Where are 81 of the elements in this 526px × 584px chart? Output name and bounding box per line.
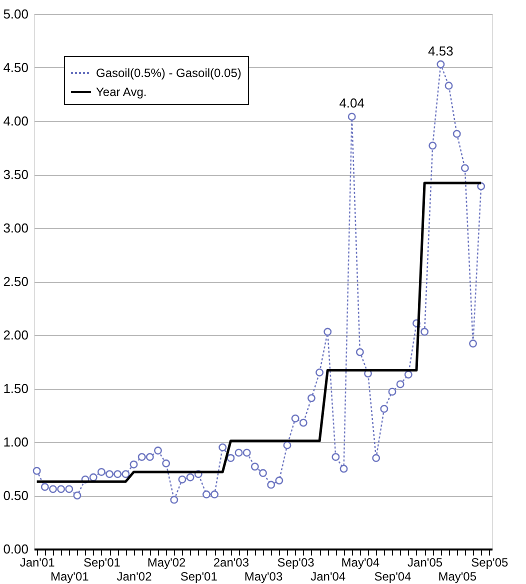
point [444, 82, 453, 90]
y-tick-label: 4.50 [3, 60, 28, 75]
data-label: 4.53 [428, 43, 454, 58]
y-tick-label: 1.50 [3, 381, 28, 396]
point [130, 460, 138, 468]
point [89, 473, 98, 482]
point [332, 452, 340, 461]
point [210, 490, 219, 498]
point [242, 448, 251, 457]
data-label: 4.04 [339, 96, 365, 111]
point [170, 496, 178, 504]
point [469, 340, 478, 348]
x-tick-label: May'01 [50, 570, 90, 584]
point [428, 142, 437, 150]
x-tick-label: Jan'01 [20, 556, 56, 570]
legend-label: Year Avg. [96, 85, 147, 99]
point [388, 388, 396, 396]
x-tick-label: Jan'02 [116, 570, 152, 584]
y-tick-label: 1.00 [3, 434, 28, 450]
legend-label: Gasoil(0.5%) - Gasoil(0.05) [96, 66, 242, 80]
point [65, 485, 74, 494]
point [226, 454, 235, 462]
point [202, 490, 210, 498]
point [258, 469, 268, 478]
point [324, 328, 332, 336]
y-tick-label: 0.00 [3, 542, 28, 556]
point [250, 462, 259, 471]
y-tick-label: 3.50 [3, 167, 28, 182]
y-tick-label: 3.00 [3, 220, 28, 236]
point [316, 368, 324, 376]
x-tick-label: May'03 [244, 570, 283, 584]
point [57, 485, 66, 494]
point [340, 464, 348, 473]
point [420, 328, 429, 336]
point [372, 454, 380, 462]
point [97, 468, 106, 476]
point [234, 448, 243, 457]
point [32, 466, 41, 475]
point [460, 164, 469, 172]
point [299, 418, 308, 427]
x-tick-label: May'04 [341, 556, 380, 570]
x-tick-label: Sep'03 [277, 556, 315, 570]
y-tick-label: 0.50 [3, 488, 28, 503]
point [186, 473, 194, 482]
point [380, 404, 388, 413]
point [48, 485, 57, 494]
point [356, 348, 364, 356]
x-tick-label: Sep'05 [471, 556, 508, 570]
point [404, 370, 412, 379]
point [146, 452, 154, 461]
point [162, 459, 170, 468]
point [452, 130, 461, 138]
point [291, 414, 300, 422]
x-tick-label: 2an'03 [213, 556, 250, 570]
x-tick-label: Sep'04 [374, 570, 412, 584]
point [106, 470, 114, 478]
y-tick-label: 2.00 [3, 328, 28, 342]
y-tick-label: 5.00 [3, 6, 28, 22]
point [348, 112, 356, 121]
point [122, 470, 130, 478]
x-tick-label: Jan'05 [408, 556, 443, 570]
point [138, 452, 146, 461]
point [40, 482, 49, 491]
x-tick-label: May'02 [147, 556, 186, 570]
point [396, 380, 404, 388]
point [178, 475, 186, 484]
point [218, 443, 227, 452]
point [267, 480, 276, 489]
x-tick-label: Sep'01 [83, 556, 121, 570]
point [275, 476, 284, 485]
point [307, 394, 316, 402]
x-tick-label: May'05 [438, 570, 477, 584]
point [283, 441, 292, 450]
y-tick-label: 2.50 [3, 274, 28, 289]
x-tick-label: Sep'01 [180, 570, 218, 584]
point [73, 492, 82, 500]
x-tick-label: Jan'04 [310, 570, 346, 584]
point [154, 446, 162, 455]
y-tick-label: 4.00 [3, 114, 28, 128]
point [114, 470, 122, 478]
point [436, 60, 445, 68]
